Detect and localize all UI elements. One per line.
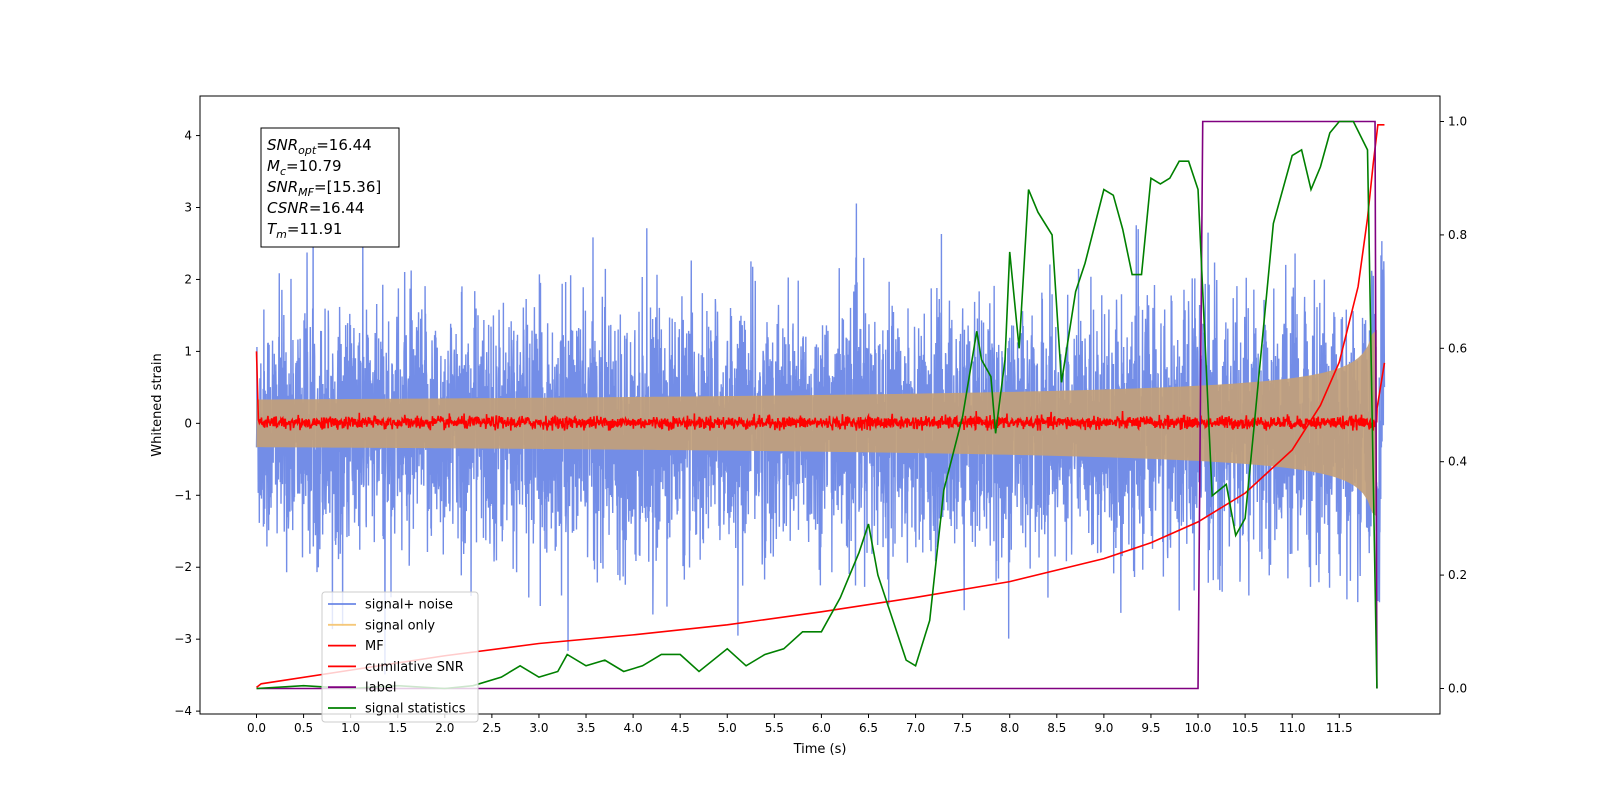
x-tick-label: 6.0	[812, 721, 831, 735]
series-mf	[255, 351, 1386, 432]
axes-frame	[199, 95, 1441, 715]
y2-tick-label: 0.8	[1448, 228, 1467, 242]
x-tick-label: 9.5	[1141, 721, 1160, 735]
x-tick-label: 5.0	[718, 721, 737, 735]
x-tick-label: 0.5	[294, 721, 313, 735]
plot-area	[255, 120, 1386, 690]
x-tick-label: 0.0	[247, 721, 266, 735]
series-cumulative-snr	[256, 123, 1385, 689]
x-axis-label: Time (s)	[793, 742, 847, 757]
y-tick-label: 0	[184, 416, 192, 430]
y-tick-label: 4	[184, 129, 192, 143]
y2-tick-label: 0.6	[1448, 341, 1467, 355]
y2-tick-label: 1.0	[1448, 115, 1467, 129]
x-tick-label: 2.0	[435, 721, 454, 735]
legend-label: signal only	[365, 618, 435, 633]
axes: 0.0 0.5 1.0 1.5 2.0 2.5 3.0 3.5 4.0 4.5 5.0 5.5 6.0 6…	[174, 95, 1467, 735]
x-tick-label: 1.5	[388, 721, 407, 735]
y-tick-label: −1	[174, 488, 192, 502]
annotation-line: Tm=11.91	[267, 220, 342, 241]
x-tick-label: 10.5	[1232, 721, 1259, 735]
annotation-line: SNRopt=16.44	[267, 136, 372, 157]
legend-frame	[321, 591, 479, 723]
x-tick-label: 5.5	[765, 721, 784, 735]
x-tick-label: 11.0	[1279, 721, 1306, 735]
x-tick-label: 1.0	[341, 721, 360, 735]
legend: signal+ noise signal only MF cumilative SNR…	[321, 591, 479, 723]
annotation-line: CSNR=16.44	[267, 199, 364, 217]
y-tick-label: −3	[174, 632, 192, 646]
annotation-box: SNRopt=16.44Mc=10.79SNRMF=[15.36]CSNR=16…	[260, 127, 400, 248]
x-tick-label: 4.0	[624, 721, 643, 735]
y2-tick-label: 0.2	[1448, 568, 1467, 582]
x-tick-label: 11.5	[1326, 721, 1353, 735]
y2-tick-label: 0.4	[1448, 455, 1467, 469]
x-tick-label: 10.0	[1185, 721, 1212, 735]
y-axis-label: Whitened strain	[150, 353, 165, 456]
x-tick-label: 8.0	[1000, 721, 1019, 735]
x-tick-label: 3.0	[529, 721, 548, 735]
x-tick-label: 2.5	[482, 721, 501, 735]
y2-tick-label: 0.0	[1448, 681, 1467, 695]
annotation-box-frame	[260, 127, 400, 248]
series-signal-statistics	[256, 120, 1378, 690]
legend-label: MF	[365, 639, 384, 654]
x-tick-label: 6.5	[859, 721, 878, 735]
x-tick-label: 7.0	[906, 721, 925, 735]
x-tick-label: 4.5	[671, 721, 690, 735]
y-tick-label: 3	[184, 201, 192, 215]
legend-label: signal+ noise	[365, 598, 453, 613]
y-tick-label: −2	[174, 560, 192, 574]
x-tick-label: 7.5	[953, 721, 972, 735]
y-tick-label: 1	[184, 344, 192, 358]
y-tick-label: 2	[184, 272, 192, 286]
y-tick-label: −4	[174, 704, 192, 718]
x-tick-label: 9.0	[1094, 721, 1113, 735]
series-label	[256, 120, 1378, 690]
x-tick-label: 8.5	[1047, 721, 1066, 735]
annotation-line: SNRMF=[15.36]	[267, 178, 381, 199]
legend-label: cumilative SNR	[365, 660, 464, 675]
legend-label: signal statistics	[365, 702, 466, 717]
x-tick-label: 3.5	[576, 721, 595, 735]
annotation-line: Mc=10.79	[267, 157, 342, 178]
legend-label: label	[365, 681, 396, 696]
